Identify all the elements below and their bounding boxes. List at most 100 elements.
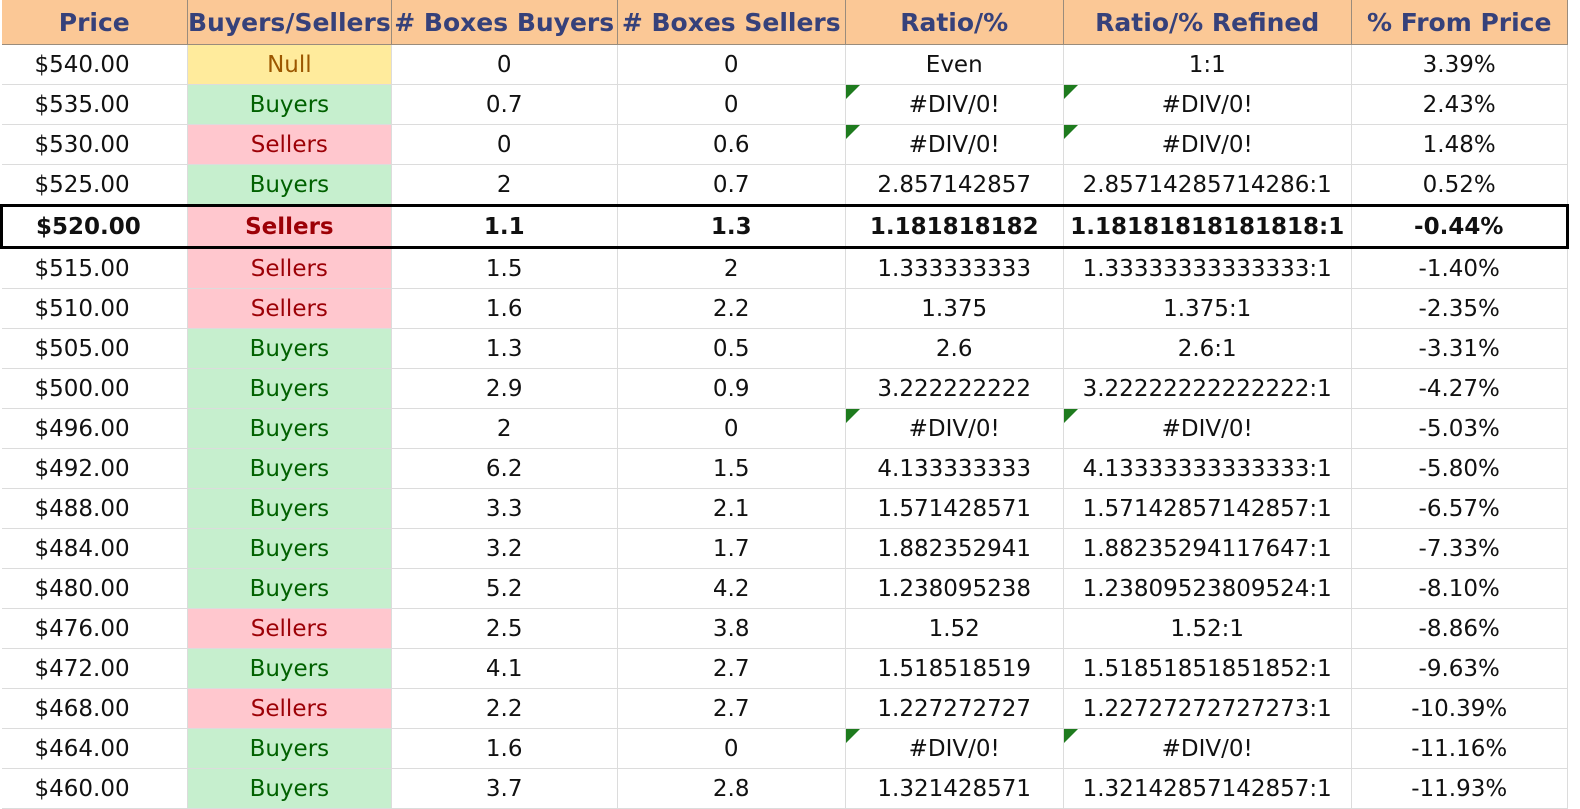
ratio-refined-cell[interactable]: 1.23809523809524:1 (1063, 568, 1352, 609)
price-cell[interactable]: $484.00 (1, 528, 188, 569)
boxes-buyers-cell[interactable]: 1.5 (391, 247, 618, 289)
ratio-refined-cell[interactable]: 1:1 (1063, 44, 1352, 85)
ratio-cell[interactable]: #DIV/0! (845, 728, 1064, 769)
ratio-refined-cell[interactable]: 1.32142857142857:1 (1063, 768, 1352, 809)
buyers-sellers-cell[interactable]: Buyers (187, 408, 392, 449)
buyers-sellers-cell[interactable]: Buyers (187, 768, 392, 809)
from-price-cell[interactable]: 2.43% (1351, 84, 1568, 125)
ratio-cell[interactable]: 1.333333333 (845, 247, 1064, 289)
ratio-refined-cell[interactable]: 1.22727272727273:1 (1063, 688, 1352, 729)
price-cell[interactable]: $496.00 (1, 408, 188, 449)
boxes-buyers-cell[interactable]: 4.1 (391, 648, 618, 689)
boxes-sellers-cell[interactable]: 2 (617, 247, 846, 289)
ratio-cell[interactable]: 2.857142857 (845, 164, 1064, 206)
buyers-sellers-cell[interactable]: Sellers (187, 688, 392, 729)
ratio-cell[interactable]: 4.133333333 (845, 448, 1064, 489)
boxes-buyers-cell[interactable]: 2.9 (391, 368, 618, 409)
header-ratio-refined[interactable]: Ratio/% Refined (1063, 0, 1352, 45)
boxes-buyers-cell[interactable]: 1.6 (391, 728, 618, 769)
buyers-sellers-cell[interactable]: Buyers (187, 448, 392, 489)
boxes-buyers-cell[interactable]: 5.2 (391, 568, 618, 609)
ratio-refined-cell[interactable]: 1.88235294117647:1 (1063, 528, 1352, 569)
price-cell[interactable]: $515.00 (1, 247, 188, 289)
ratio-cell[interactable]: #DIV/0! (845, 84, 1064, 125)
boxes-buyers-cell[interactable]: 3.7 (391, 768, 618, 809)
header-boxes-buyers[interactable]: # Boxes Buyers (391, 0, 618, 45)
error-indicator-icon[interactable] (1063, 729, 1078, 743)
price-cell[interactable]: $472.00 (1, 648, 188, 689)
boxes-sellers-cell[interactable]: 0.9 (617, 368, 846, 409)
error-indicator-icon[interactable] (1063, 409, 1078, 423)
boxes-buyers-cell[interactable]: 3.2 (391, 528, 618, 569)
price-cell[interactable]: $464.00 (1, 728, 188, 769)
boxes-sellers-cell[interactable]: 2.1 (617, 488, 846, 529)
ratio-cell[interactable]: Even (845, 44, 1064, 85)
error-indicator-icon[interactable] (1063, 85, 1078, 99)
price-cell[interactable]: $505.00 (1, 328, 188, 369)
from-price-cell[interactable]: -0.44% (1351, 204, 1569, 249)
boxes-sellers-cell[interactable]: 1.7 (617, 528, 846, 569)
boxes-buyers-cell[interactable]: 2 (391, 164, 618, 206)
from-price-cell[interactable]: -1.40% (1351, 247, 1568, 289)
ratio-cell[interactable]: 2.6 (845, 328, 1064, 369)
from-price-cell[interactable]: 3.39% (1351, 44, 1568, 85)
price-cell[interactable]: $520.00 (0, 204, 188, 249)
from-price-cell[interactable]: 0.52% (1351, 164, 1568, 206)
price-cell[interactable]: $540.00 (1, 44, 188, 85)
header-boxes-sellers[interactable]: # Boxes Sellers (617, 0, 846, 45)
buyers-sellers-cell[interactable]: Buyers (187, 488, 392, 529)
boxes-sellers-cell[interactable]: 0 (617, 408, 846, 449)
error-indicator-icon[interactable] (845, 729, 860, 743)
boxes-buyers-cell[interactable]: 6.2 (391, 448, 618, 489)
buyers-sellers-cell[interactable]: Sellers (187, 608, 392, 649)
boxes-sellers-cell[interactable]: 0 (617, 44, 846, 85)
from-price-cell[interactable]: -6.57% (1351, 488, 1568, 529)
boxes-buyers-cell[interactable]: 1.3 (391, 328, 618, 369)
header-from-price[interactable]: % From Price (1351, 0, 1568, 45)
from-price-cell[interactable]: -8.86% (1351, 608, 1568, 649)
boxes-sellers-cell[interactable]: 1.5 (617, 448, 846, 489)
ratio-cell[interactable]: 1.52 (845, 608, 1064, 649)
from-price-cell[interactable]: -9.63% (1351, 648, 1568, 689)
from-price-cell[interactable]: -11.93% (1351, 768, 1568, 809)
ratio-refined-cell[interactable]: 2.85714285714286:1 (1063, 164, 1352, 206)
from-price-cell[interactable]: 1.48% (1351, 124, 1568, 165)
buyers-sellers-cell[interactable]: Null (187, 44, 392, 85)
ratio-cell[interactable]: 3.222222222 (845, 368, 1064, 409)
boxes-buyers-cell[interactable]: 2.2 (391, 688, 618, 729)
ratio-refined-cell[interactable]: 1.52:1 (1063, 608, 1352, 649)
buyers-sellers-cell[interactable]: Buyers (187, 84, 392, 125)
boxes-buyers-cell[interactable]: 1.1 (391, 204, 618, 249)
ratio-cell[interactable]: 1.571428571 (845, 488, 1064, 529)
buyers-sellers-cell[interactable]: Sellers (187, 288, 392, 329)
ratio-cell[interactable]: #DIV/0! (845, 124, 1064, 165)
ratio-refined-cell[interactable]: #DIV/0! (1063, 408, 1352, 449)
ratio-refined-cell[interactable]: 1.51851851851852:1 (1063, 648, 1352, 689)
ratio-cell[interactable]: #DIV/0! (845, 408, 1064, 449)
boxes-sellers-cell[interactable]: 0.7 (617, 164, 846, 206)
ratio-refined-cell[interactable]: 1.375:1 (1063, 288, 1352, 329)
boxes-sellers-cell[interactable]: 2.7 (617, 648, 846, 689)
boxes-buyers-cell[interactable]: 1.6 (391, 288, 618, 329)
boxes-buyers-cell[interactable]: 0 (391, 44, 618, 85)
ratio-refined-cell[interactable]: 2.6:1 (1063, 328, 1352, 369)
from-price-cell[interactable]: -5.03% (1351, 408, 1568, 449)
ratio-cell[interactable]: 1.518518519 (845, 648, 1064, 689)
ratio-refined-cell[interactable]: 4.13333333333333:1 (1063, 448, 1352, 489)
boxes-buyers-cell[interactable]: 2 (391, 408, 618, 449)
boxes-sellers-cell[interactable]: 2.2 (617, 288, 846, 329)
from-price-cell[interactable]: -4.27% (1351, 368, 1568, 409)
header-price[interactable]: Price (1, 0, 188, 45)
from-price-cell[interactable]: -10.39% (1351, 688, 1568, 729)
boxes-sellers-cell[interactable]: 2.8 (617, 768, 846, 809)
boxes-sellers-cell[interactable]: 0.5 (617, 328, 846, 369)
ratio-cell[interactable]: 1.181818182 (845, 204, 1064, 249)
price-cell[interactable]: $525.00 (1, 164, 188, 206)
ratio-refined-cell[interactable]: #DIV/0! (1063, 124, 1352, 165)
price-cell[interactable]: $476.00 (1, 608, 188, 649)
ratio-refined-cell[interactable]: 1.18181818181818:1 (1063, 204, 1352, 249)
boxes-buyers-cell[interactable]: 0.7 (391, 84, 618, 125)
from-price-cell[interactable]: -8.10% (1351, 568, 1568, 609)
error-indicator-icon[interactable] (845, 409, 860, 423)
header-buyers-sellers[interactable]: Buyers/Sellers (187, 0, 392, 45)
